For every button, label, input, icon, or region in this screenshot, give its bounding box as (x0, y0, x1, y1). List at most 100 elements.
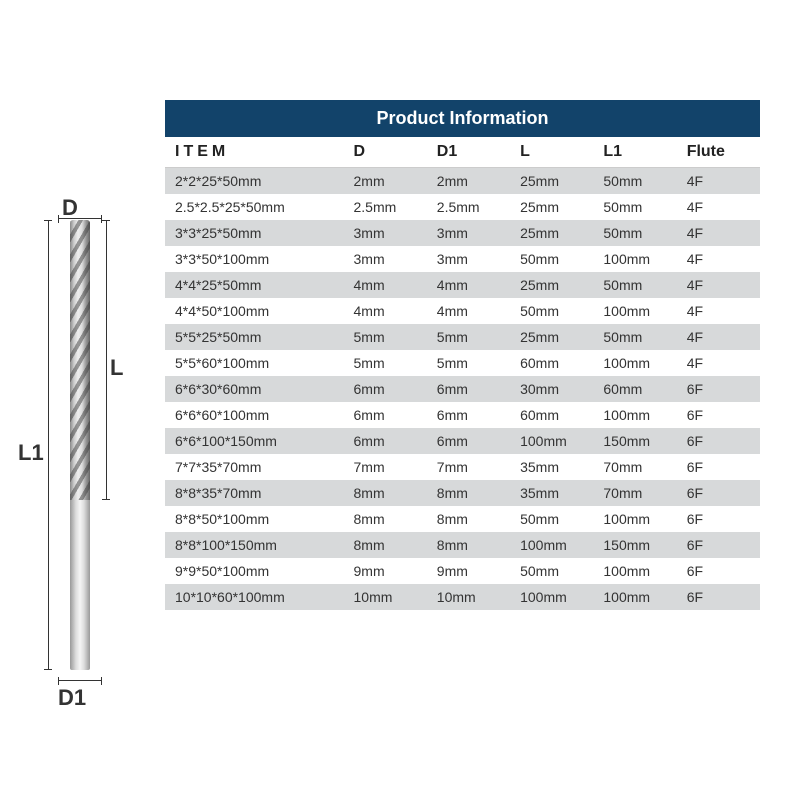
table-cell: 4F (677, 324, 760, 350)
table-cell: 25mm (510, 194, 593, 220)
table-cell: 2mm (427, 168, 510, 195)
table-row: 5*5*60*100mm5mm5mm60mm100mm4F (165, 350, 760, 376)
table-cell: 2mm (344, 168, 427, 195)
table-cell: 3mm (427, 246, 510, 272)
table-cell: 6mm (427, 428, 510, 454)
table-cell: 8*8*50*100mm (165, 506, 344, 532)
table-cell: 3*3*25*50mm (165, 220, 344, 246)
dim-line-d1 (58, 680, 102, 681)
table-cell: 25mm (510, 168, 593, 195)
table-cell: 50mm (510, 246, 593, 272)
table-cell: 8mm (344, 532, 427, 558)
table-cell: 10*10*60*100mm (165, 584, 344, 610)
table-row: 3*3*25*50mm3mm3mm25mm50mm4F (165, 220, 760, 246)
table-row: 8*8*35*70mm8mm8mm35mm70mm6F (165, 480, 760, 506)
table-title: Product Information (165, 100, 760, 137)
table-cell: 4mm (344, 272, 427, 298)
col-header-l1: L1 (593, 137, 676, 168)
table-cell: 5*5*60*100mm (165, 350, 344, 376)
table-cell: 4mm (427, 272, 510, 298)
table-header-row: ITEM D D1 L L1 Flute (165, 137, 760, 168)
table-cell: 3*3*50*100mm (165, 246, 344, 272)
table-cell: 6F (677, 506, 760, 532)
table-cell: 4F (677, 350, 760, 376)
table-cell: 100mm (510, 428, 593, 454)
table-cell: 30mm (510, 376, 593, 402)
dim-line-l (106, 220, 107, 500)
table-cell: 4F (677, 194, 760, 220)
tool-shank-part (70, 500, 90, 670)
dim-line-l1 (48, 220, 49, 670)
table-cell: 60mm (593, 376, 676, 402)
table-cell: 4F (677, 220, 760, 246)
table-row: 6*6*30*60mm6mm6mm30mm60mm6F (165, 376, 760, 402)
table-row: 7*7*35*70mm7mm7mm35mm70mm6F (165, 454, 760, 480)
table-cell: 9mm (427, 558, 510, 584)
col-header-d: D (344, 137, 427, 168)
table-cell: 60mm (510, 402, 593, 428)
table-cell: 6F (677, 584, 760, 610)
table-cell: 100mm (593, 402, 676, 428)
table-row: 9*9*50*100mm9mm9mm50mm100mm6F (165, 558, 760, 584)
table-row: 2*2*25*50mm2mm2mm25mm50mm4F (165, 168, 760, 195)
col-header-item: ITEM (165, 137, 344, 168)
table-cell: 8mm (427, 480, 510, 506)
table-cell: 25mm (510, 324, 593, 350)
table-cell: 8mm (427, 506, 510, 532)
table-row: 6*6*100*150mm6mm6mm100mm150mm6F (165, 428, 760, 454)
table-cell: 50mm (510, 506, 593, 532)
table-cell: 8mm (344, 480, 427, 506)
table-row: 10*10*60*100mm10mm10mm100mm100mm6F (165, 584, 760, 610)
table-cell: 10mm (427, 584, 510, 610)
table-cell: 50mm (510, 558, 593, 584)
table-cell: 9*9*50*100mm (165, 558, 344, 584)
table-cell: 6F (677, 428, 760, 454)
product-table-area: Product Information ITEM D D1 L L1 Flute… (165, 100, 800, 700)
table-cell: 8mm (344, 506, 427, 532)
tool-diagram: D L L1 D1 (0, 100, 165, 700)
table-cell: 7mm (427, 454, 510, 480)
table-cell: 4F (677, 272, 760, 298)
table-cell: 4F (677, 246, 760, 272)
table-cell: 6mm (427, 402, 510, 428)
table-cell: 4mm (344, 298, 427, 324)
table-cell: 100mm (593, 558, 676, 584)
product-table: ITEM D D1 L L1 Flute 2*2*25*50mm2mm2mm25… (165, 137, 760, 610)
table-cell: 2.5mm (344, 194, 427, 220)
table-cell: 3mm (344, 220, 427, 246)
table-cell: 100mm (593, 298, 676, 324)
table-cell: 4F (677, 168, 760, 195)
table-cell: 2.5mm (427, 194, 510, 220)
table-cell: 50mm (593, 194, 676, 220)
table-cell: 6*6*60*100mm (165, 402, 344, 428)
table-body: 2*2*25*50mm2mm2mm25mm50mm4F2.5*2.5*25*50… (165, 168, 760, 611)
table-cell: 6*6*30*60mm (165, 376, 344, 402)
table-cell: 9mm (344, 558, 427, 584)
table-cell: 100mm (593, 506, 676, 532)
label-d1: D1 (58, 685, 86, 711)
table-cell: 4*4*25*50mm (165, 272, 344, 298)
tool-flute-part (70, 220, 90, 500)
table-cell: 10mm (344, 584, 427, 610)
table-cell: 5*5*25*50mm (165, 324, 344, 350)
table-cell: 4F (677, 298, 760, 324)
table-cell: 5mm (427, 350, 510, 376)
table-cell: 6F (677, 558, 760, 584)
table-cell: 6F (677, 402, 760, 428)
table-cell: 35mm (510, 454, 593, 480)
table-cell: 50mm (593, 272, 676, 298)
table-cell: 150mm (593, 428, 676, 454)
table-cell: 6F (677, 376, 760, 402)
table-cell: 7*7*35*70mm (165, 454, 344, 480)
col-header-l: L (510, 137, 593, 168)
table-cell: 100mm (593, 584, 676, 610)
table-cell: 25mm (510, 272, 593, 298)
tool-graphic (60, 220, 100, 670)
table-cell: 60mm (510, 350, 593, 376)
table-cell: 6mm (427, 376, 510, 402)
table-cell: 7mm (344, 454, 427, 480)
table-cell: 70mm (593, 480, 676, 506)
table-cell: 100mm (510, 532, 593, 558)
table-cell: 6F (677, 532, 760, 558)
table-cell: 100mm (510, 584, 593, 610)
